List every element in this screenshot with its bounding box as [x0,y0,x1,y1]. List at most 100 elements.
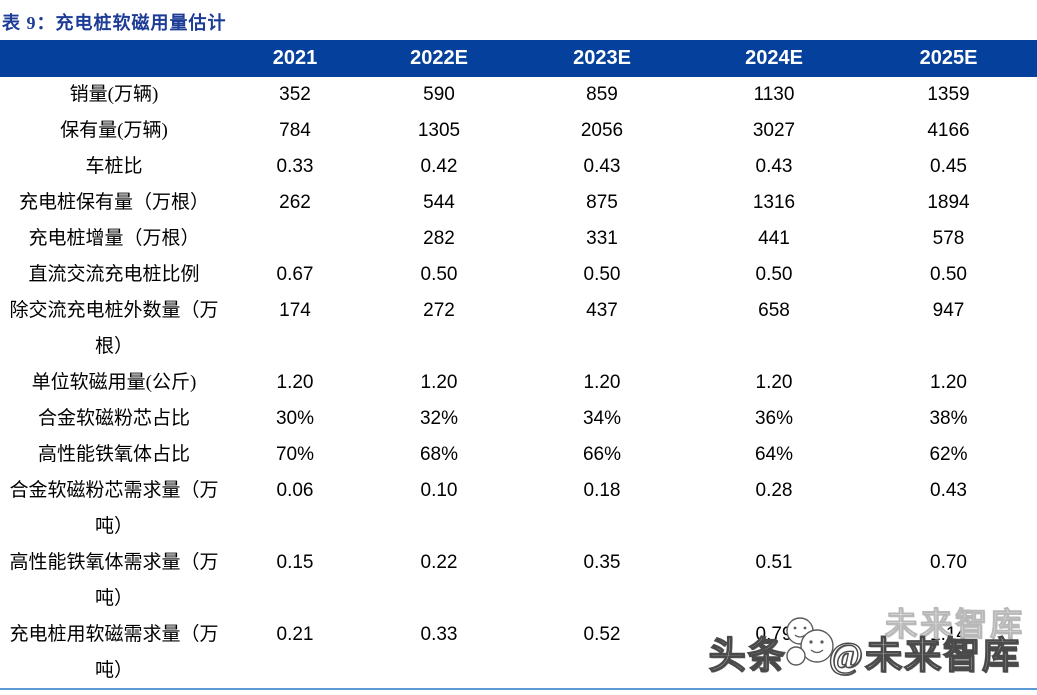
cell-2024E: 3027 [752,120,796,141]
row-label: 合金软磁粉芯需求量（万吨） [9,480,219,537]
table-row: 合金软磁粉芯占比 30% 32% 34% 36% 38% [0,401,1037,437]
cell-2023E: 0.18 [583,480,621,501]
cell-2025E: 947 [932,300,965,321]
table-row: 车桩比 0.33 0.42 0.43 0.43 0.45 [0,149,1037,185]
row-label: 充电桩用软磁需求量（万吨） [9,624,219,681]
cell-2021 [228,221,362,257]
table-row: 保有量(万辆) 784 1305 2056 3027 4166 [0,113,1037,149]
cell-2023E: 1.20 [583,372,621,393]
header-year-2025e: 2025E [860,40,1037,77]
cell-2023E: 0.43 [583,156,621,177]
cell-2025E: 0.43 [930,480,967,501]
cell-2021: 0.15 [276,552,314,573]
table-row: 充电桩增量（万根） 282 331 441 578 [0,221,1037,257]
table-row: 充电桩用软磁需求量（万吨） 0.21 0.33 0.52 0.79 1.14 [0,617,1037,689]
cell-2025E: 1359 [927,84,970,105]
table-header: 2021 2022E 2023E 2024E 2025E [0,40,1037,77]
cell-2022E: 1.20 [420,372,458,393]
row-label: 充电桩增量（万根） [28,228,200,249]
watermark-suffix: @未来智库 [828,635,1021,677]
cell-2025E: 62% [929,444,968,465]
cell-2022E: 544 [423,192,455,213]
cell-2021: 0.33 [276,156,314,177]
cell-2023E: 0.35 [583,552,621,573]
cell-2021: 1.20 [276,372,314,393]
table-row: 合金软磁粉芯需求量（万吨） 0.06 0.10 0.18 0.28 0.43 [0,473,1037,545]
cell-2022E: 1305 [417,120,461,141]
cell-2021: 352 [279,84,311,105]
table-body: 销量(万辆) 352 590 859 1130 1359 保有量(万辆) 784 1305 205… [0,77,1037,689]
cell-2024E: 1130 [753,84,795,105]
header-year-2023e: 2023E [516,40,688,77]
cell-2024E: 36% [754,408,794,429]
row-label: 高性能铁氧体占比 [37,444,190,465]
row-label: 除交流充电桩外数量（万根） [9,300,219,357]
cell-2021: 262 [279,192,311,213]
row-label: 销量(万辆) [69,84,159,105]
row-label: 合金软磁粉芯占比 [37,408,190,429]
cell-2021: 784 [279,120,311,141]
cell-2022E: 282 [423,228,455,249]
cell-2022E: 0.22 [420,552,458,573]
cell-2023E: 0.52 [583,624,621,645]
cell-2025E: 1894 [927,192,970,213]
cell-2021: 0.21 [276,624,314,645]
soft-magnet-estimate-table: 2021 2022E 2023E 2024E 2025E 销量(万辆) 352 59… [0,40,1037,689]
header-year-2024e: 2024E [688,40,860,77]
table-row: 单位软磁用量(公斤) 1.20 1.20 1.20 1.20 1.20 [0,365,1037,401]
cell-2025E: 0.70 [930,552,967,573]
table-row: 充电桩保有量（万根） 262 544 875 1316 1894 [0,185,1037,221]
table-row: 销量(万辆) 352 590 859 1130 1359 [0,77,1037,113]
cell-2022E: 68% [419,444,459,465]
bottom-divider [0,688,1037,690]
cell-2022E: 590 [423,84,455,105]
cell-2025E: 38% [929,408,968,429]
row-label: 保有量(万辆) [60,120,168,141]
cell-2022E: 32% [419,408,459,429]
table-row: 除交流充电桩外数量（万根） 174 272 437 658 947 [0,293,1037,365]
table-header-row: 2021 2022E 2023E 2024E 2025E [0,40,1037,77]
cell-2024E: 0.28 [755,480,793,501]
header-year-2021: 2021 [228,40,362,77]
cell-2022E: 0.50 [420,264,458,285]
title-bar: 表 9：充电桩软磁用量估计 [0,0,1037,40]
watermark: 未来智库 头条 @未来智库 [708,606,1023,679]
cell-2024E: 0.51 [755,552,793,573]
cell-2025E: 0.50 [930,264,967,285]
cell-2023E: 859 [586,84,618,105]
cell-2023E: 34% [582,408,622,429]
cell-2025E: 1.14 [930,624,967,645]
cell-2022E: 272 [423,300,455,321]
cell-2021: 70% [275,444,315,465]
cell-2024E: 64% [754,444,794,465]
cell-2021: 0.67 [276,264,314,285]
cell-2025E: 4166 [927,120,970,141]
cell-2024E: 0.79 [755,624,793,645]
cell-2023E: 66% [582,444,622,465]
cell-2025E: 578 [932,228,965,249]
cell-2023E: 0.50 [583,264,621,285]
cell-2024E: 0.50 [755,264,793,285]
table-row: 直流交流充电桩比例 0.67 0.50 0.50 0.50 0.50 [0,257,1037,293]
cell-2024E: 1316 [752,192,796,213]
row-label: 车桩比 [85,156,143,177]
cell-2023E: 437 [586,300,618,321]
header-year-2022e: 2022E [362,40,516,77]
cell-2023E: 2056 [580,120,624,141]
table-title: 表 9：充电桩软磁用量估计 [2,13,227,33]
row-label: 直流交流充电桩比例 [28,264,200,285]
cell-2022E: 0.33 [420,624,458,645]
cell-2021: 30% [275,408,315,429]
cell-2024E: 1.20 [755,372,793,393]
watermark-prefix: 头条 [708,635,787,677]
table-row: 高性能铁氧体需求量（万吨） 0.15 0.22 0.35 0.51 0.70 [0,545,1037,617]
cell-2022E: 0.10 [420,480,458,501]
row-label: 单位软磁用量(公斤) [31,372,197,393]
header-corner-cell [0,40,228,77]
cell-2021: 0.06 [276,480,314,501]
cell-2025E: 1.20 [930,372,967,393]
cell-2022E: 0.42 [420,156,458,177]
cell-2025E: 0.45 [930,156,967,177]
row-label: 充电桩保有量（万根） [18,192,209,213]
cell-2024E: 0.43 [755,156,793,177]
